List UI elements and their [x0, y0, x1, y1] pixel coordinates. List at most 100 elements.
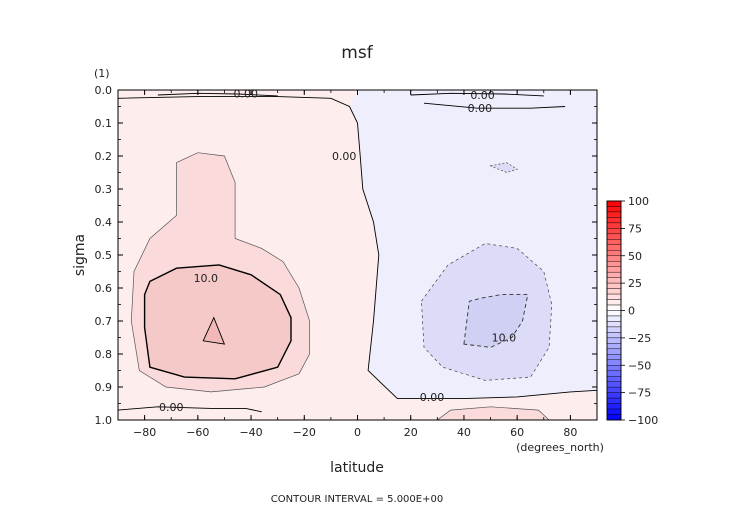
colorbar-step	[606, 261, 622, 267]
colorbar-step	[606, 332, 622, 339]
x-tick-label: 20	[404, 426, 418, 439]
colorbar-step	[606, 244, 622, 251]
contour-line-pos-5	[130, 152, 310, 393]
colorbar-step	[606, 381, 622, 388]
y-tick-label: 0.9	[95, 381, 113, 394]
colorbar-step	[606, 408, 622, 415]
colorbar-step	[606, 370, 622, 377]
contour-lines	[118, 92, 597, 420]
colorbar-step	[606, 282, 622, 289]
colorbar: 100 75 50 25 0 −25 −50 −75 −100	[606, 195, 658, 427]
contour-line-zero-top-left	[157, 92, 278, 97]
colorbar-step	[606, 321, 622, 328]
colorbar-step	[606, 266, 622, 273]
y-axis: 0.0 0.1 0.2 0.3 0.4 0.5 0.6 0.7 0.8 0.9 1.0	[95, 84, 597, 427]
colorbar-step	[606, 255, 622, 262]
y-tick-label: 0.7	[95, 315, 113, 328]
colorbar-step	[606, 397, 622, 404]
contour-line-pos-bottom	[437, 406, 550, 420]
contour-line-zero	[118, 96, 597, 400]
contour-fill-neg-10	[463, 294, 528, 348]
colorbar-label: 0	[628, 305, 635, 318]
contour-label: 10.0	[492, 332, 517, 345]
colorbar-label: 75	[628, 222, 642, 235]
colorbar-step	[606, 271, 622, 278]
x-axis: −80 −60 −40 −20 0 20 40 60 80	[117, 90, 598, 439]
y-tick-label: 0.6	[95, 282, 113, 295]
x-axis-label: latitude	[330, 460, 384, 476]
x-unit-label: (degrees_north)	[516, 441, 604, 454]
chart-title: msf	[341, 43, 373, 63]
contour-label: 0.00	[159, 401, 184, 414]
x-tick-label: 40	[457, 426, 471, 439]
contour-label: 0.00	[420, 391, 445, 404]
colorbar-step	[606, 337, 622, 344]
colorbar-label: −75	[628, 387, 651, 400]
contour-fill-pos-10	[144, 264, 291, 379]
colorbar-step	[606, 392, 622, 399]
colorbar-step	[606, 288, 622, 295]
colorbar-step	[606, 304, 622, 311]
colorbar-label: −100	[628, 414, 658, 427]
contour-fill-pos-bottom	[437, 406, 550, 420]
contour-line-zero-bottom-left	[118, 406, 262, 413]
x-tick-label: 60	[510, 426, 524, 439]
x-tick-label: −20	[293, 426, 316, 439]
colorbar-step	[606, 310, 622, 317]
contour-fills	[118, 90, 597, 420]
colorbar-step	[606, 359, 622, 366]
colorbar-step	[606, 348, 622, 355]
contour-fill-neg-small	[490, 162, 518, 173]
y-tick-label: 0.2	[95, 150, 113, 163]
colorbar-step	[606, 217, 622, 224]
colorbar-step	[606, 315, 622, 322]
contour-line-zero-top-right-2	[423, 102, 566, 109]
colorbar-step	[606, 343, 622, 350]
colorbar-step	[606, 239, 622, 245]
colorbar-label: 50	[628, 250, 642, 263]
colorbar-step	[606, 403, 622, 410]
x-tick-label: −60	[186, 426, 209, 439]
colorbar-step	[606, 211, 622, 218]
contour-label: 0.00	[233, 87, 258, 100]
contour-line-pos-10	[143, 264, 292, 380]
contour-line-pos-15	[202, 316, 226, 345]
contour-line-zero-top-right	[410, 92, 544, 97]
colorbar-step	[606, 414, 622, 421]
colorbar-step	[606, 228, 622, 235]
colorbar-step	[606, 354, 622, 360]
colorbar-step	[606, 200, 622, 207]
colorbar-step	[606, 250, 622, 256]
x-tick-label: −40	[239, 426, 262, 439]
y-axis-label: sigma	[72, 234, 88, 276]
colorbar-step	[606, 299, 622, 306]
colorbar-step	[606, 365, 622, 371]
contour-label: 0.00	[470, 89, 495, 102]
x-tick-label: 80	[563, 426, 577, 439]
colorbar-step	[606, 386, 622, 393]
x-tick-label: −80	[133, 426, 156, 439]
y-tick-label: 0.5	[95, 249, 113, 262]
colorbar-label: 100	[628, 195, 649, 208]
colorbar-step	[606, 326, 622, 333]
contour-line-neg-10	[463, 294, 529, 348]
contour-interval-footer: CONTOUR INTERVAL = 5.000E+00	[271, 494, 443, 505]
colorbar-step	[606, 293, 622, 300]
colorbar-step	[606, 376, 622, 382]
y-unit-label: (1)	[94, 67, 110, 80]
colorbar-step	[606, 206, 622, 213]
contour-line-neg-5	[421, 243, 553, 381]
y-tick-label: 0.0	[95, 84, 113, 97]
y-tick-label: 1.0	[95, 414, 113, 427]
colorbar-label: −25	[628, 332, 651, 345]
contour-label: 10.0	[194, 272, 219, 285]
y-tick-label: 0.1	[95, 117, 113, 130]
colorbar-step	[606, 233, 622, 240]
contour-label: 0.00	[468, 102, 493, 115]
y-tick-label: 0.4	[95, 216, 113, 229]
colorbar-step	[606, 222, 622, 229]
colorbar-step	[606, 277, 622, 284]
